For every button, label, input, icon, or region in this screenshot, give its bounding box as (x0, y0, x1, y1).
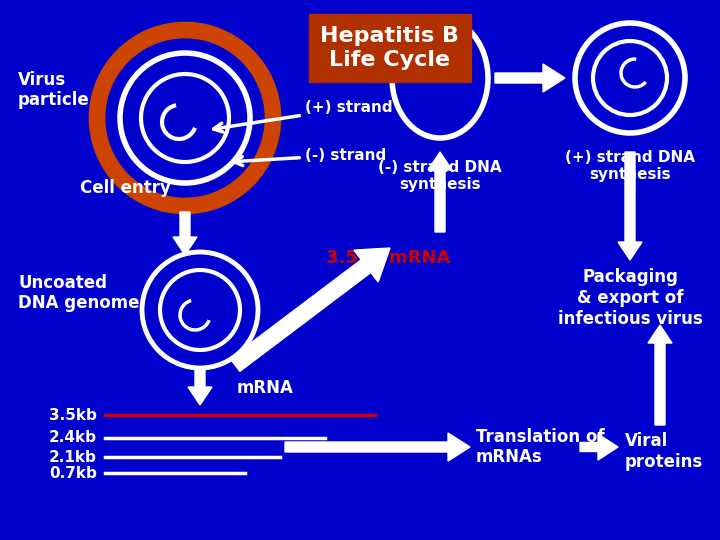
Text: 2.4kb: 2.4kb (49, 430, 97, 445)
Polygon shape (285, 433, 470, 461)
Text: (-) strand DNA
synthesis: (-) strand DNA synthesis (378, 160, 502, 192)
Polygon shape (230, 248, 390, 372)
Text: Virus
particle: Virus particle (18, 71, 90, 110)
Polygon shape (495, 64, 565, 92)
Text: 3.5kb mRNA: 3.5kb mRNA (326, 249, 450, 267)
Polygon shape (618, 152, 642, 260)
Text: 0.7kb: 0.7kb (49, 465, 97, 481)
Text: (+) strand DNA
synthesis: (+) strand DNA synthesis (565, 150, 695, 183)
Text: Viral
proteins: Viral proteins (625, 432, 703, 471)
Text: Cell entry: Cell entry (80, 179, 171, 197)
Polygon shape (648, 325, 672, 425)
Text: 3.5kb: 3.5kb (49, 408, 97, 422)
Polygon shape (173, 212, 197, 255)
Polygon shape (428, 152, 452, 232)
Text: (-) strand: (-) strand (234, 147, 386, 166)
Text: Uncoated
DNA genome: Uncoated DNA genome (18, 274, 140, 313)
Polygon shape (188, 370, 212, 405)
Text: Packaging
& export of
infectious virus: Packaging & export of infectious virus (557, 268, 703, 328)
Text: Hepatitis B
Life Cycle: Hepatitis B Life Cycle (320, 25, 459, 70)
Text: 2.1kb: 2.1kb (49, 449, 97, 464)
Text: (+) strand: (+) strand (214, 100, 392, 132)
Text: Translation of
mRNAs: Translation of mRNAs (476, 428, 605, 467)
Polygon shape (580, 434, 618, 460)
Text: mRNA: mRNA (237, 379, 294, 397)
